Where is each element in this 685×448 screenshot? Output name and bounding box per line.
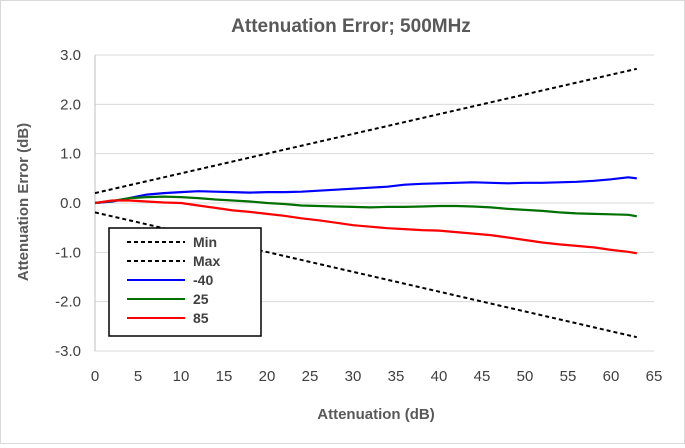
y-tick-label: 2.0: [60, 96, 81, 113]
x-tick-label: 0: [91, 368, 99, 385]
x-axis-title: Attenuation (dB): [317, 406, 434, 423]
legend-label: 25: [193, 291, 209, 307]
x-tick-label: 35: [388, 368, 405, 385]
y-axis-title: Attenuation Error (dB): [15, 123, 32, 281]
legend-label: Min: [193, 234, 217, 250]
x-tick-label: 60: [603, 368, 620, 385]
y-tick-label: -3.0: [55, 343, 81, 360]
x-tick-label: 20: [259, 368, 276, 385]
x-tick-label: 5: [134, 368, 142, 385]
series-line-85: [94, 199, 637, 255]
legend-box: [108, 227, 262, 337]
legend-label: -40: [193, 272, 213, 288]
x-tick-label: 10: [173, 368, 190, 385]
series-line-Max: [94, 67, 638, 195]
y-tick-label: 3.0: [60, 47, 81, 64]
series-line-25: [94, 195, 637, 218]
legend-label: 85: [193, 310, 209, 326]
y-tick-label: -1.0: [55, 244, 81, 261]
y-tick-label: 0.0: [60, 195, 81, 212]
series-lines: [94, 67, 638, 339]
y-tick-labels: 3.0 2.0 1.0 0.0 -1.0 -2.0 -3.0: [55, 47, 81, 360]
legend: Min Max -40 25 85: [108, 227, 262, 337]
y-tick-label: 1.0: [60, 146, 81, 163]
y-tick-label: -2.0: [55, 294, 81, 311]
x-tick-label: 65: [646, 368, 663, 385]
x-tick-label: 45: [474, 368, 491, 385]
x-tick-label: 15: [216, 368, 233, 385]
chart-title: Attenuation Error; 500MHz: [231, 16, 471, 37]
legend-label: Max: [193, 253, 220, 269]
x-tick-labels: 0 5 10 15 20 25 30 35 40 45 50 55 60 65: [91, 368, 663, 385]
x-tick-label: 55: [560, 368, 577, 385]
x-tick-label: 40: [431, 368, 448, 385]
x-tick-label: 50: [517, 368, 534, 385]
x-tick-label: 30: [345, 368, 362, 385]
series-line-40: [94, 176, 637, 205]
x-tick-label: 25: [302, 368, 319, 385]
